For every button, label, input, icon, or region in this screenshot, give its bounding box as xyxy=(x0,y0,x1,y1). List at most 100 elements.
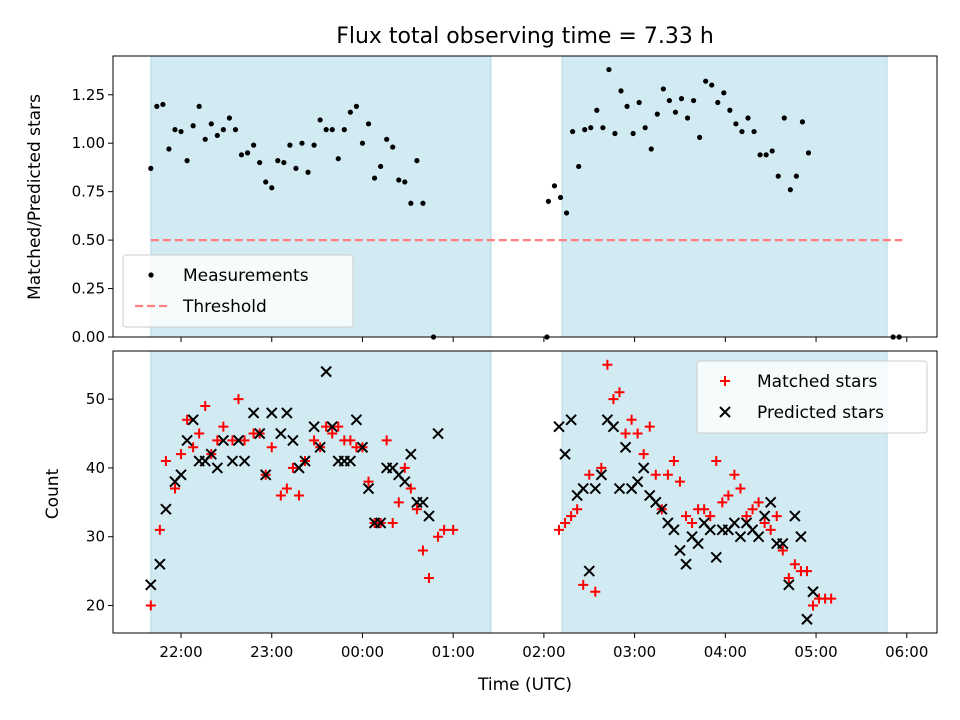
data-point xyxy=(577,482,589,495)
data-point xyxy=(178,128,184,135)
data-point xyxy=(668,456,679,467)
x-tick-label: 06:00 xyxy=(885,643,928,661)
data-point xyxy=(721,90,727,96)
series-0 xyxy=(145,359,837,611)
data-point xyxy=(305,169,311,175)
data-point xyxy=(600,125,606,131)
data-point xyxy=(808,600,819,611)
data-point xyxy=(363,476,374,487)
data-point xyxy=(697,134,703,140)
data-point xyxy=(572,504,583,515)
data-point xyxy=(789,510,801,522)
data-point xyxy=(801,566,812,577)
data-point xyxy=(805,150,812,156)
data-point xyxy=(232,434,245,447)
data-point xyxy=(681,511,692,522)
data-point xyxy=(275,427,287,440)
data-point xyxy=(326,420,338,433)
data-point xyxy=(783,579,795,591)
data-point xyxy=(420,200,426,206)
legend-label: Predicted stars xyxy=(757,403,884,423)
data-point xyxy=(763,152,769,158)
legend-box xyxy=(122,254,354,328)
data-point xyxy=(356,441,369,454)
data-point xyxy=(226,455,239,467)
data-point xyxy=(734,530,747,543)
data-point xyxy=(190,123,196,129)
plot-frame xyxy=(112,55,938,338)
observing-interval-0 xyxy=(150,350,492,634)
chart-title: Flux total observing time = 7.33 h xyxy=(336,24,714,49)
data-point xyxy=(187,414,199,426)
data-point xyxy=(182,414,193,425)
data-point xyxy=(227,435,238,446)
data-point xyxy=(751,128,757,135)
data-point xyxy=(417,545,428,556)
data-point xyxy=(253,427,266,440)
data-point xyxy=(353,103,360,109)
data-point xyxy=(166,146,172,152)
data-point xyxy=(362,482,375,495)
data-point xyxy=(329,127,335,133)
data-point xyxy=(584,469,595,480)
data-point xyxy=(281,407,293,419)
data-point xyxy=(596,462,607,473)
data-point xyxy=(545,198,552,204)
data-point xyxy=(433,531,444,542)
data-point xyxy=(214,132,220,139)
data-point xyxy=(196,103,202,109)
y-tick-label: 0.00 xyxy=(72,328,105,346)
data-point xyxy=(642,125,648,131)
data-point xyxy=(244,150,251,156)
data-point xyxy=(333,421,344,432)
data-point xyxy=(666,97,672,104)
data-point xyxy=(145,600,156,611)
plot-frame xyxy=(112,350,938,634)
data-point xyxy=(181,434,193,447)
data-point xyxy=(602,359,613,370)
data-point xyxy=(320,365,332,378)
data-point xyxy=(680,558,692,570)
x-tick-label: 05:00 xyxy=(794,643,837,661)
data-point xyxy=(390,144,396,150)
data-point xyxy=(703,78,709,84)
y-tick-label: 40 xyxy=(86,459,105,477)
data-point xyxy=(781,115,787,121)
data-point xyxy=(417,496,429,509)
data-point xyxy=(560,517,571,528)
data-point xyxy=(423,572,434,583)
data-point xyxy=(557,194,564,201)
data-point xyxy=(620,428,631,439)
data-point xyxy=(789,559,800,570)
data-point xyxy=(175,469,187,481)
data-point xyxy=(709,82,715,88)
data-point xyxy=(704,524,716,536)
data-point xyxy=(576,163,582,170)
data-point xyxy=(399,475,411,488)
data-point xyxy=(311,142,317,148)
data-point xyxy=(757,152,763,158)
data-point xyxy=(606,66,612,73)
data-point xyxy=(309,435,320,446)
series-1 xyxy=(145,365,819,625)
data-point xyxy=(208,121,214,127)
data-point xyxy=(692,537,704,550)
data-point xyxy=(636,99,642,106)
data-point xyxy=(154,524,165,535)
data-point xyxy=(728,517,741,529)
data-point xyxy=(710,551,722,564)
data-point xyxy=(299,140,305,146)
data-point xyxy=(188,442,199,453)
data-point xyxy=(559,448,571,460)
data-point xyxy=(200,401,211,412)
bottom-y-axis-label: Count xyxy=(43,468,63,519)
data-point xyxy=(775,173,781,179)
data-point xyxy=(793,173,799,179)
data-point xyxy=(160,456,171,467)
y-tick-label: 50 xyxy=(86,390,105,408)
data-point xyxy=(169,483,180,494)
observing-interval-1 xyxy=(561,55,888,338)
data-point xyxy=(553,420,565,433)
panel-count: 20 30 40 50 22:00 23:00 00:00 01:00 02:00 03:00 04… xyxy=(86,350,938,661)
data-point xyxy=(595,469,608,481)
